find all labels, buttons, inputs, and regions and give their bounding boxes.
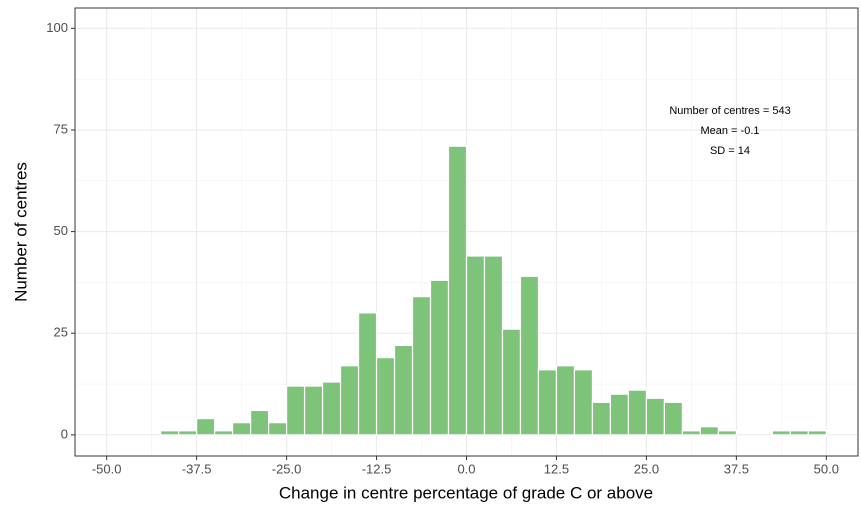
- bar: [645, 397, 666, 436]
- x-tick-label: -50.0: [92, 461, 122, 476]
- bar: [393, 344, 414, 436]
- bar: [429, 279, 450, 436]
- x-tick-label: 50.0: [814, 461, 839, 476]
- bar: [807, 430, 827, 436]
- bar: [681, 430, 701, 436]
- x-tick-label: -12.5: [362, 461, 392, 476]
- bar: [160, 430, 180, 436]
- x-tick-label: -25.0: [272, 461, 302, 476]
- bar: [573, 369, 594, 436]
- bar: [303, 385, 324, 436]
- bar: [321, 381, 342, 436]
- bar: [267, 422, 288, 436]
- bar: [375, 357, 396, 436]
- panel-border: [74, 7, 859, 457]
- annotation: Mean = -0.1: [700, 125, 759, 137]
- bar: [519, 275, 540, 436]
- y-tick-label: 0: [61, 426, 68, 441]
- bar: [214, 430, 234, 436]
- annotation: SD = 14: [710, 145, 750, 157]
- bar: [357, 312, 378, 436]
- bar: [178, 430, 198, 436]
- y-tick-label: 100: [46, 20, 68, 35]
- bar: [196, 417, 216, 436]
- bar: [789, 430, 809, 436]
- bar: [232, 422, 252, 436]
- y-tick-label: 75: [54, 121, 68, 136]
- annotation: Number of centres = 543: [669, 105, 790, 117]
- bar: [249, 409, 270, 436]
- bar: [465, 255, 486, 436]
- bar: [627, 389, 648, 436]
- bar: [555, 365, 576, 436]
- bar: [771, 430, 791, 436]
- bar: [591, 401, 612, 436]
- bar: [285, 385, 306, 436]
- y-tick-label: 50: [54, 223, 68, 238]
- bar: [663, 401, 684, 436]
- y-axis-title: Number of centres: [11, 162, 30, 302]
- bar: [699, 426, 719, 436]
- bar: [447, 145, 468, 436]
- x-tick-label: 0.0: [457, 461, 475, 476]
- x-tick-label: 37.5: [724, 461, 749, 476]
- x-tick-label: -37.5: [182, 461, 212, 476]
- bar: [609, 393, 630, 436]
- bar: [411, 296, 432, 436]
- y-tick-label: 25: [54, 325, 68, 340]
- x-tick-label: 12.5: [544, 461, 569, 476]
- bar: [483, 255, 504, 436]
- bar: [537, 369, 558, 436]
- x-axis-title: Change in centre percentage of grade C o…: [279, 483, 653, 502]
- x-tick-label: 25.0: [634, 461, 659, 476]
- bar: [501, 328, 522, 436]
- bar: [717, 430, 737, 436]
- bar: [339, 365, 360, 436]
